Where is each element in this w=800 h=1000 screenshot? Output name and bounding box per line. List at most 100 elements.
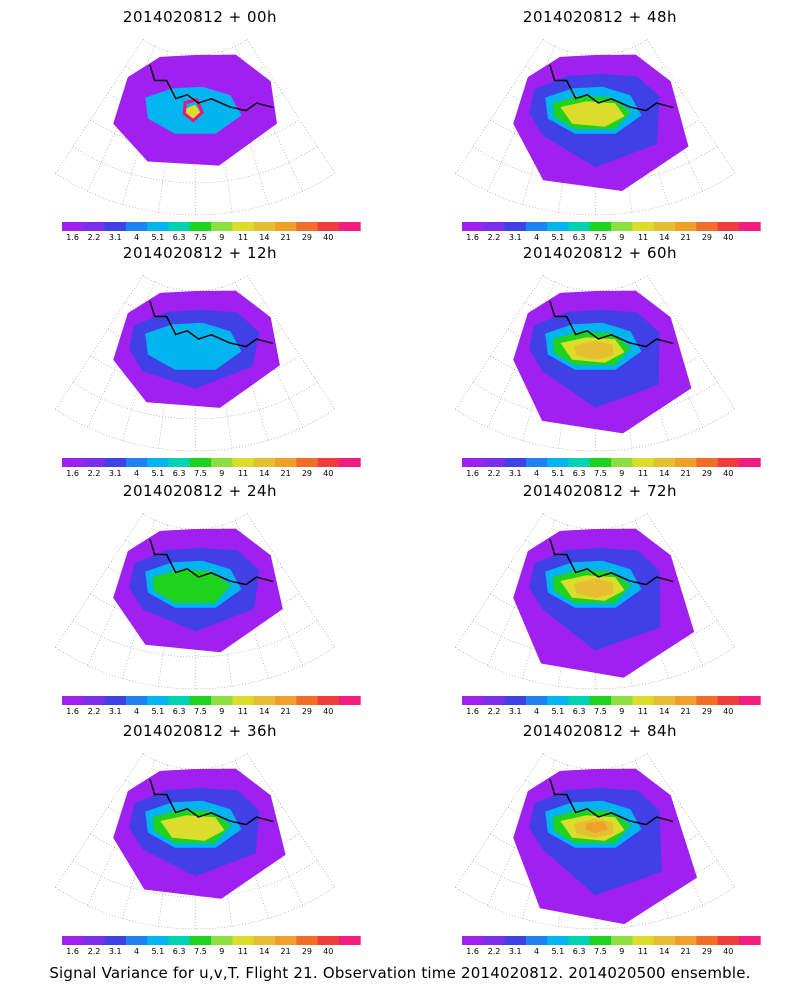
colorbar-tick-label: 6.3 — [573, 947, 586, 956]
colorbar-swatch — [275, 696, 297, 705]
map-panel: 2014020812 + 24h 1.6 2.2 3.1 4 5.1 6.3 7.5 9 11 14… — [55, 482, 361, 716]
colorbar-tick-label: 6.3 — [173, 947, 186, 956]
colorbar-swatch — [232, 458, 255, 467]
colorbar-swatch — [568, 222, 591, 231]
colorbar-tick-label: 21 — [281, 707, 291, 716]
colorbar-tick-label: 14 — [259, 233, 269, 242]
colorbar-swatch — [504, 696, 527, 705]
colorbar-tick-label: 9 — [619, 947, 624, 956]
colorbar-swatch — [525, 696, 548, 705]
colorbar-tick-label: 11 — [638, 233, 648, 242]
colorbar-swatch — [83, 458, 106, 467]
colorbar-tick-label: 9 — [219, 233, 224, 242]
parallel-line — [542, 275, 648, 292]
colorbar-swatch — [147, 696, 169, 705]
colorbar-tick-label: 9 — [619, 707, 624, 716]
parallel-line — [90, 355, 300, 388]
colorbar-tick-label: 40 — [723, 707, 733, 716]
parallel-line — [72, 860, 318, 898]
colorbar-tick-label: 4 — [534, 947, 539, 956]
colorbar-swatch — [504, 222, 527, 231]
colorbar-swatch — [675, 458, 697, 467]
panel-title: 2014020812 + 12h — [123, 244, 277, 262]
colorbar-tick-label: 11 — [238, 707, 248, 716]
colorbar-tick-label: 6.3 — [173, 707, 186, 716]
colorbar-swatch — [547, 936, 569, 945]
colorbar-tick-label: 5.1 — [551, 233, 564, 242]
colorbar-swatch — [675, 936, 697, 945]
colorbar-tick-label: 11 — [238, 233, 248, 242]
colorbar-tick-label: 14 — [659, 707, 669, 716]
colorbar-tick-label: 4 — [134, 947, 139, 956]
colorbar-swatch — [547, 458, 569, 467]
colorbar-swatch — [253, 222, 276, 231]
colorbar-swatch — [296, 222, 319, 231]
colorbar-tick-label: 21 — [281, 469, 291, 478]
colorbar-tick-label: 2.2 — [488, 947, 501, 956]
colorbar-tick-label: 21 — [681, 233, 691, 242]
colorbar-swatch — [83, 936, 106, 945]
colorbar-swatch — [83, 222, 106, 231]
map-panel: 2014020812 + 84h 1.6 2.2 3.1 4 5.1 6.3 7.5 9 11 14… — [455, 722, 761, 956]
colorbar-tick-label: 3.1 — [509, 469, 522, 478]
colorbar-tick-label: 7.5 — [594, 233, 607, 242]
colorbar-tick-label: 14 — [259, 469, 269, 478]
colorbar-swatch — [317, 222, 340, 231]
colorbar-tick-label: 4 — [134, 233, 139, 242]
colorbar-swatch — [62, 222, 84, 231]
map-panel: 2014020812 + 12h 1.6 2.2 3.1 4 5.1 6.3 7.5 9 11 14… — [55, 244, 361, 478]
colorbar-swatch — [232, 936, 255, 945]
colorbar-tick-label: 40 — [323, 469, 333, 478]
parallel-line — [55, 646, 336, 690]
coastline — [549, 300, 674, 348]
colorbar-tick-label: 5.1 — [151, 707, 164, 716]
colorbar-swatch — [675, 696, 697, 705]
coastline — [549, 64, 674, 112]
colorbar-tick-label: 3.1 — [109, 233, 122, 242]
colorbar-tick-label: 40 — [723, 469, 733, 478]
variance-region — [160, 815, 225, 841]
colorbar-tick-label: 7.5 — [594, 947, 607, 956]
parallel-line — [55, 408, 336, 452]
colorbar-swatch — [462, 696, 484, 705]
colorbar-swatch — [253, 936, 276, 945]
parallel-line — [455, 408, 736, 452]
colorbar-tick-label: 4 — [534, 469, 539, 478]
colorbar-swatch — [168, 696, 191, 705]
colorbar-swatch — [211, 696, 233, 705]
colorbar-tick-label: 11 — [638, 947, 648, 956]
colorbar-swatch — [483, 222, 506, 231]
colorbar-tick-label: 9 — [619, 233, 624, 242]
panel-title: 2014020812 + 24h — [123, 482, 277, 500]
colorbar-swatch — [675, 222, 697, 231]
colorbar-tick-label: 14 — [659, 233, 669, 242]
colorbar-swatch — [462, 458, 484, 467]
colorbar-swatch — [738, 222, 761, 231]
colorbar-swatch — [168, 222, 191, 231]
colorbar-swatch — [483, 936, 506, 945]
parallel-line — [142, 513, 248, 530]
colorbar-tick-label: 1.6 — [466, 707, 479, 716]
colorbar-swatch — [696, 458, 719, 467]
colorbar-tick-label: 7.5 — [594, 469, 607, 478]
parallel-line — [455, 646, 736, 690]
colorbar-tick-label: 1.6 — [466, 469, 479, 478]
parallel-line — [542, 513, 648, 530]
colorbar-swatch — [211, 458, 233, 467]
colorbar-tick-label: 11 — [638, 469, 648, 478]
colorbar-swatch — [738, 458, 761, 467]
colorbar-tick-label: 11 — [638, 707, 648, 716]
colorbar-swatch — [296, 458, 319, 467]
colorbar-tick-label: 5.1 — [151, 947, 164, 956]
colorbar-swatch — [253, 458, 276, 467]
colorbar-tick-label: 4 — [534, 707, 539, 716]
colorbar-swatch — [275, 222, 297, 231]
colorbar-swatch — [296, 696, 319, 705]
colorbar-tick-label: 1.6 — [466, 947, 479, 956]
colorbar-tick-label: 21 — [281, 947, 291, 956]
colorbar-tick-label: 5.1 — [551, 707, 564, 716]
panel-title: 2014020812 + 60h — [523, 244, 677, 262]
colorbar-tick-label: 3.1 — [509, 947, 522, 956]
colorbar-tick-label: 4 — [134, 469, 139, 478]
